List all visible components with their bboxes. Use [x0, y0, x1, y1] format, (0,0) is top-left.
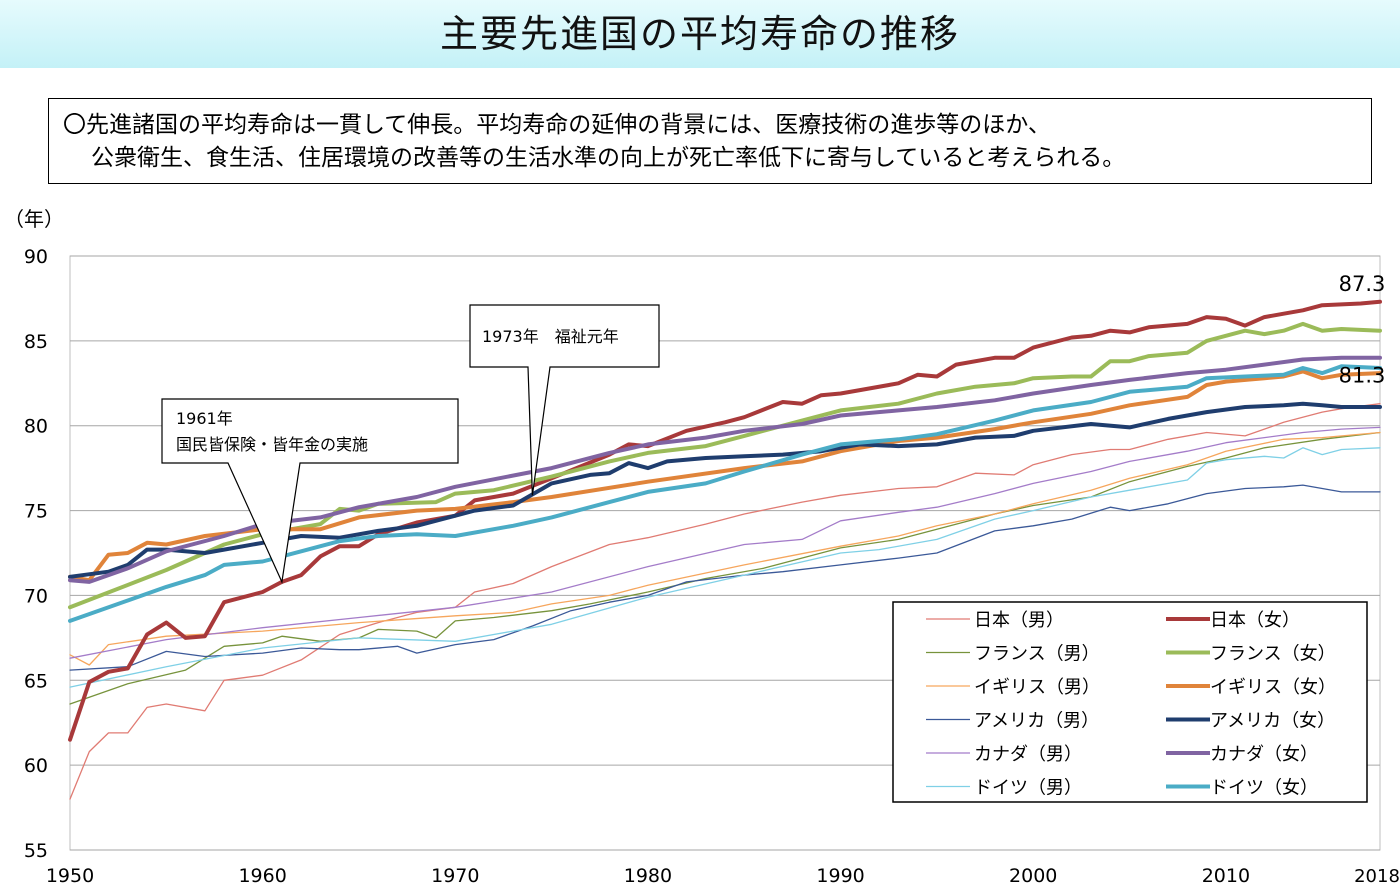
series-line-フランス（女）: [68, 321, 1382, 610]
series-line-イギリス（男）: [69, 431, 1381, 666]
y-tick-label-60: 60: [24, 755, 48, 777]
series-line-カナダ（女）: [68, 355, 1382, 584]
series-line-イギリス（女）: [68, 369, 1382, 583]
x-tick-label-1980: 1980: [624, 865, 672, 887]
legend-label-カナダ（女）: カナダ（女）: [1210, 744, 1318, 765]
value-label-japan-male: 81.3: [1339, 364, 1386, 388]
y-tick-label-80: 80: [24, 416, 48, 438]
y-axis-unit: （年）: [4, 207, 64, 231]
page-title: 主要先進国の平均寿命の推移: [439, 12, 960, 56]
legend-label-アメリカ（女）: アメリカ（女）: [1210, 711, 1335, 732]
annotation-1961-year: 1961年: [176, 409, 233, 428]
x-tick-label-end: 2018: [1354, 866, 1400, 887]
x-tick-label-1950: 1950: [46, 865, 94, 887]
legend-label-フランス（女）: フランス（女）: [1210, 644, 1336, 665]
y-tick-label-75: 75: [24, 501, 48, 523]
x-tick-label-1990: 1990: [816, 865, 864, 887]
legend-label-日本（男）: 日本（男）: [974, 610, 1064, 631]
series-line-カナダ（男）: [69, 426, 1381, 659]
legend-label-ドイツ（女）: ドイツ（女）: [1210, 778, 1318, 799]
series-line-日本（男）: [69, 403, 1381, 800]
series-line-ドイツ（男）: [69, 447, 1381, 688]
annotation-1961-text: 国民皆保険・皆年金の実施: [176, 435, 368, 454]
legend-label-フランス（男）: フランス（男）: [974, 644, 1100, 665]
summary-box: 〇先進諸国の平均寿命は一貫して伸長。平均寿命の延伸の背景には、医療技術の進歩等の…: [48, 98, 1372, 184]
legend-label-ドイツ（男）: ドイツ（男）: [974, 778, 1082, 799]
legend-label-カナダ（男）: カナダ（男）: [974, 744, 1082, 765]
y-tick-label-65: 65: [24, 670, 48, 692]
y-tick-label-55: 55: [24, 840, 48, 862]
title-bar: [0, 0, 1400, 68]
y-tick-label-85: 85: [24, 331, 48, 353]
x-tick-label-2000: 2000: [1009, 865, 1057, 887]
summary-line-2: 公衆衛生、食生活、住居環境の改善等の生活水準の向上が死亡率低下に寄与していると考…: [91, 145, 1126, 171]
x-tick-label-2010: 2010: [1202, 865, 1250, 887]
legend-label-イギリス（男）: イギリス（男）: [974, 677, 1100, 698]
series-line-アメリカ（男）: [69, 484, 1381, 671]
summary-line-1: 〇先進諸国の平均寿命は一貫して伸長。平均寿命の延伸の背景には、医療技術の進歩等の…: [63, 112, 1051, 138]
legend-label-イギリス（女）: イギリス（女）: [1210, 677, 1336, 698]
legend-label-日本（女）: 日本（女）: [1210, 610, 1300, 631]
series-line-日本（女）: [68, 299, 1382, 742]
annotation-1973-callout: [469, 304, 660, 496]
legend: [892, 601, 1368, 803]
series-line-アメリカ（女）: [68, 401, 1382, 579]
x-tick-label-1960: 1960: [238, 865, 286, 887]
y-tick-label-90: 90: [24, 246, 48, 268]
value-label-japan-female: 87.3: [1339, 272, 1386, 296]
legend-label-アメリカ（男）: アメリカ（男）: [974, 711, 1099, 732]
annotation-1973-text: 1973年 福祉元年: [482, 327, 619, 346]
y-tick-label-70: 70: [24, 585, 48, 607]
x-tick-label-1970: 1970: [431, 865, 479, 887]
annotation-1961-callout: [161, 398, 459, 584]
series-line-フランス（男）: [69, 431, 1381, 705]
